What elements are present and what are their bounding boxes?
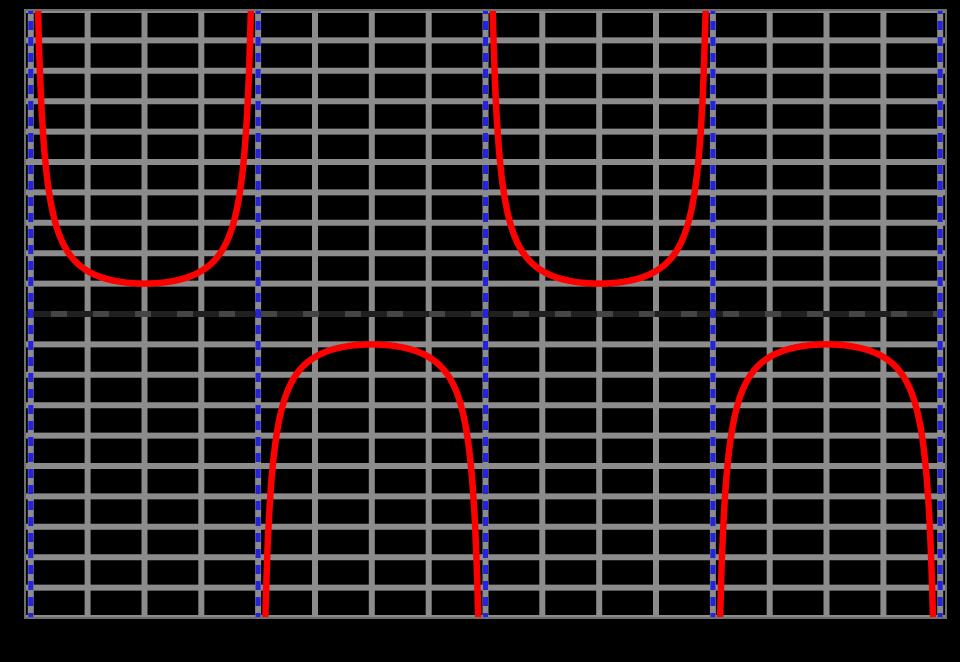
csc-curve-branch <box>716 341 937 618</box>
csc-curve-branch <box>489 10 709 287</box>
asymptote-lines <box>28 10 943 618</box>
plot-frame <box>24 9 947 619</box>
csc-curve-branch <box>262 341 482 618</box>
csc-curve-branch <box>34 10 255 287</box>
csc-curve <box>34 10 937 618</box>
